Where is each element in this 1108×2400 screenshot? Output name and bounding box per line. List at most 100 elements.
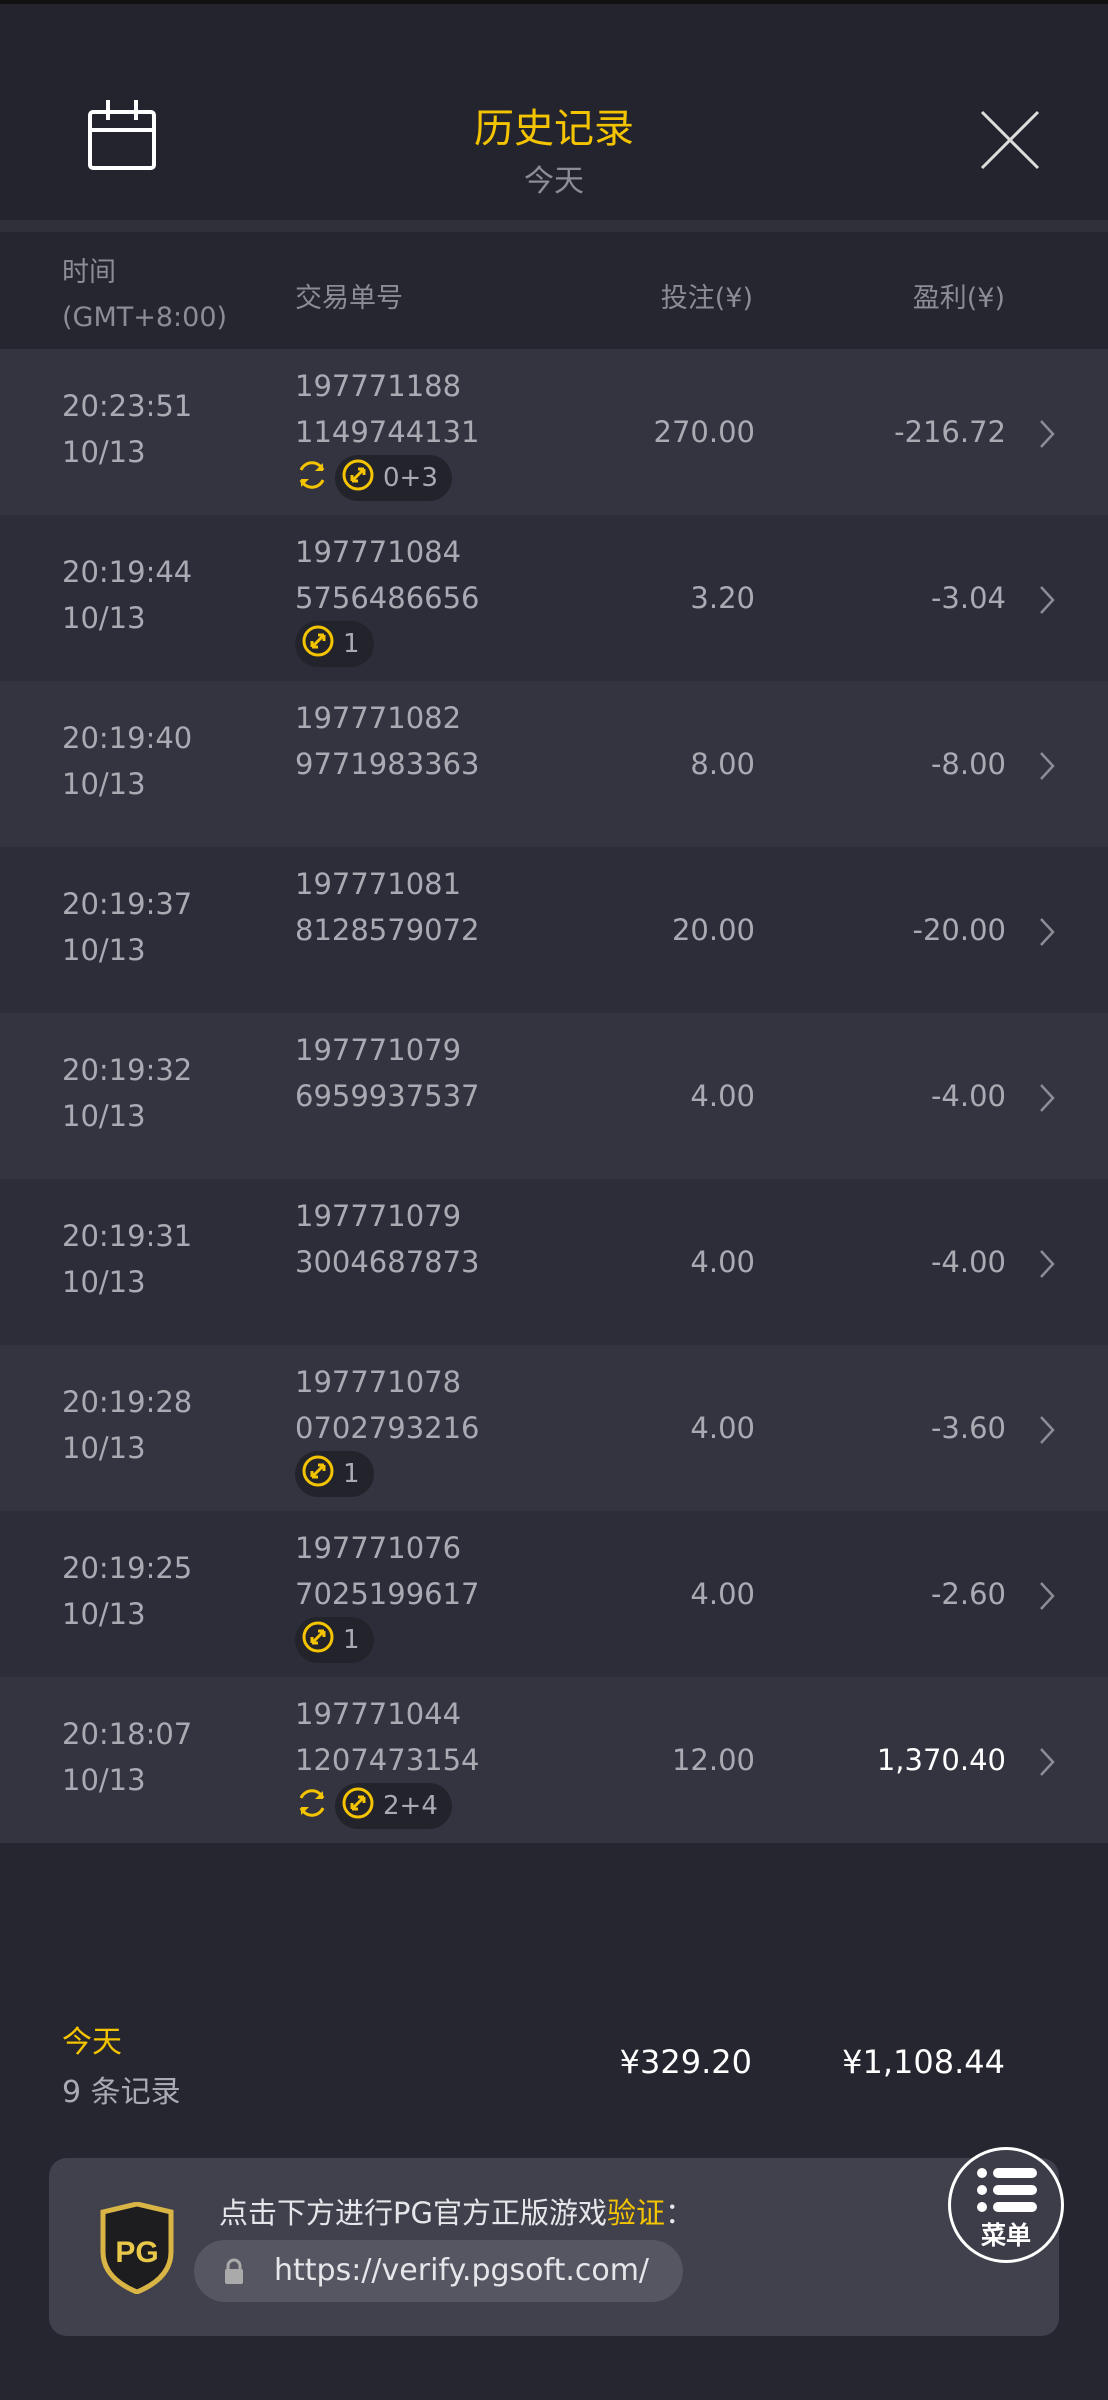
row-txn-id-2: 1149744131 bbox=[295, 415, 480, 449]
row-txn-id: 197771044 bbox=[295, 1697, 462, 1731]
row-time: 20:19:37 bbox=[62, 887, 193, 921]
respin-icon bbox=[295, 1786, 329, 1827]
history-row[interactable]: 20:19:32 10/13 197771079 6959937537 4.00 -4.0… bbox=[0, 1013, 1108, 1179]
summary-total-profit: ¥1,108.44 bbox=[842, 2043, 1005, 2081]
feature-tags: 1 bbox=[295, 1451, 374, 1497]
history-row[interactable]: 20:19:44 10/13 197771084 5756486656 1 3.20 -3.… bbox=[0, 515, 1108, 681]
row-date: 10/13 bbox=[62, 435, 146, 469]
chevron-right-icon[interactable] bbox=[1038, 1415, 1056, 1445]
row-date: 10/13 bbox=[62, 1265, 146, 1299]
history-row[interactable]: 20:19:31 10/13 197771079 3004687873 4.00 -4.0… bbox=[0, 1179, 1108, 1345]
row-profit: -4.00 bbox=[930, 1245, 1006, 1279]
respin-icon bbox=[295, 458, 329, 499]
row-profit: -20.00 bbox=[912, 913, 1007, 947]
col-profit: 盈利(¥) bbox=[912, 283, 1005, 314]
verify-url-link[interactable]: https://verify.pgsoft.com/ bbox=[194, 2240, 684, 2302]
history-row[interactable]: 20:19:25 10/13 197771076 7025199617 1 4.00 -2.… bbox=[0, 1511, 1108, 1677]
row-date: 10/13 bbox=[62, 601, 146, 635]
free-spins-badge: 2+4 bbox=[335, 1783, 452, 1829]
row-txn-id-2: 6959937537 bbox=[295, 1079, 480, 1113]
chevron-right-icon[interactable] bbox=[1038, 751, 1056, 781]
verify-text: 点击下方进行PG官方正版游戏验证： bbox=[219, 2190, 694, 2232]
row-profit: -8.00 bbox=[930, 747, 1006, 781]
page-subtitle: 今天 bbox=[524, 164, 584, 199]
row-txn-id: 197771188 bbox=[295, 369, 462, 403]
free-spin-icon bbox=[301, 1620, 335, 1661]
row-date: 10/13 bbox=[62, 1099, 146, 1133]
col-timezone: (GMT+8:00) bbox=[62, 302, 228, 333]
row-time: 20:18:07 bbox=[62, 1717, 193, 1751]
summary-total-bet: ¥329.20 bbox=[619, 2043, 752, 2081]
verify-highlight: 验证 bbox=[606, 2196, 665, 2230]
free-spin-icon bbox=[301, 1454, 335, 1495]
row-txn-id: 197771082 bbox=[295, 701, 462, 735]
row-date: 10/13 bbox=[62, 1431, 146, 1465]
free-spins-badge: 1 bbox=[295, 1451, 374, 1497]
free-spin-icon bbox=[341, 1786, 375, 1827]
row-bet: 4.00 bbox=[690, 1411, 755, 1445]
chevron-right-icon[interactable] bbox=[1038, 1083, 1056, 1113]
svg-text:PG: PG bbox=[115, 2236, 158, 2269]
row-profit: -3.60 bbox=[930, 1411, 1006, 1445]
row-bet: 20.00 bbox=[671, 913, 755, 947]
feature-tags: 0+3 bbox=[295, 455, 452, 501]
row-date: 10/13 bbox=[62, 767, 146, 801]
col-time: 时间 bbox=[62, 257, 116, 288]
summary-period: 今天 bbox=[62, 2025, 122, 2060]
row-txn-id-2: 8128579072 bbox=[295, 913, 480, 947]
free-spin-icon bbox=[301, 624, 335, 665]
history-row[interactable]: 20:18:07 10/13 197771044 1207473154 2+4 12.00… bbox=[0, 1677, 1108, 1843]
col-txn: 交易单号 bbox=[295, 283, 403, 314]
chevron-right-icon[interactable] bbox=[1038, 1249, 1056, 1279]
menu-button[interactable]: 菜单 bbox=[948, 2147, 1064, 2263]
row-time: 20:19:31 bbox=[62, 1219, 193, 1253]
header: 历史记录 今天 bbox=[0, 4, 1108, 232]
row-bet: 4.00 bbox=[690, 1245, 755, 1279]
row-txn-id: 197771079 bbox=[295, 1199, 462, 1233]
row-bet: 3.20 bbox=[690, 581, 755, 615]
chevron-right-icon[interactable] bbox=[1038, 1581, 1056, 1611]
menu-label: 菜单 bbox=[980, 2221, 1031, 2250]
row-profit: -216.72 bbox=[894, 415, 1006, 449]
chevron-right-icon[interactable] bbox=[1038, 419, 1056, 449]
row-time: 20:23:51 bbox=[62, 389, 193, 423]
row-txn-id: 197771076 bbox=[295, 1531, 462, 1565]
row-bet: 4.00 bbox=[690, 1577, 755, 1611]
row-date: 10/13 bbox=[62, 1763, 146, 1797]
row-profit: 1,370.40 bbox=[876, 1743, 1006, 1777]
chevron-right-icon[interactable] bbox=[1038, 1747, 1056, 1777]
row-bet: 8.00 bbox=[690, 747, 755, 781]
row-txn-id-2: 0702793216 bbox=[295, 1411, 480, 1445]
verify-url: https://verify.pgsoft.com/ bbox=[274, 2253, 650, 2288]
menu-icon bbox=[977, 2168, 1037, 2219]
free-spins-count: 1 bbox=[343, 629, 360, 659]
free-spins-badge: 0+3 bbox=[335, 455, 452, 501]
chevron-right-icon[interactable] bbox=[1038, 917, 1056, 947]
row-txn-id-2: 1207473154 bbox=[295, 1743, 480, 1777]
history-list: 20:23:51 10/13 197771188 1149744131 0+3 270.0… bbox=[0, 349, 1108, 1843]
row-bet: 270.00 bbox=[653, 415, 755, 449]
lock-icon bbox=[225, 2258, 243, 2284]
row-txn-id: 197771079 bbox=[295, 1033, 462, 1067]
row-profit: -4.00 bbox=[930, 1079, 1006, 1113]
row-date: 10/13 bbox=[62, 933, 146, 967]
row-txn-id-2: 9771983363 bbox=[295, 747, 480, 781]
feature-tags: 2+4 bbox=[295, 1783, 452, 1829]
history-row[interactable]: 20:23:51 10/13 197771188 1149744131 0+3 270.0… bbox=[0, 349, 1108, 515]
row-profit: -2.60 bbox=[930, 1577, 1006, 1611]
column-headers: 时间 (GMT+8:00) 交易单号 投注(¥) 盈利(¥) bbox=[0, 232, 1108, 349]
row-txn-id: 197771078 bbox=[295, 1365, 462, 1399]
row-date: 10/13 bbox=[62, 1597, 146, 1631]
history-row[interactable]: 20:19:40 10/13 197771082 9771983363 8.00 -8.0… bbox=[0, 681, 1108, 847]
row-time: 20:19:28 bbox=[62, 1385, 193, 1419]
row-txn-id-2: 7025199617 bbox=[295, 1577, 480, 1611]
row-bet: 12.00 bbox=[671, 1743, 755, 1777]
chevron-right-icon[interactable] bbox=[1038, 585, 1056, 615]
summary-count: 9 条记录 bbox=[62, 2075, 181, 2110]
history-row[interactable]: 20:19:37 10/13 197771081 8128579072 20.00 -20… bbox=[0, 847, 1108, 1013]
history-row[interactable]: 20:19:28 10/13 197771078 0702793216 1 4.00 -3.… bbox=[0, 1345, 1108, 1511]
calendar-icon[interactable] bbox=[88, 100, 156, 170]
close-icon[interactable] bbox=[978, 108, 1042, 172]
feature-tags: 1 bbox=[295, 621, 374, 667]
page-title: 历史记录 bbox=[474, 106, 634, 152]
